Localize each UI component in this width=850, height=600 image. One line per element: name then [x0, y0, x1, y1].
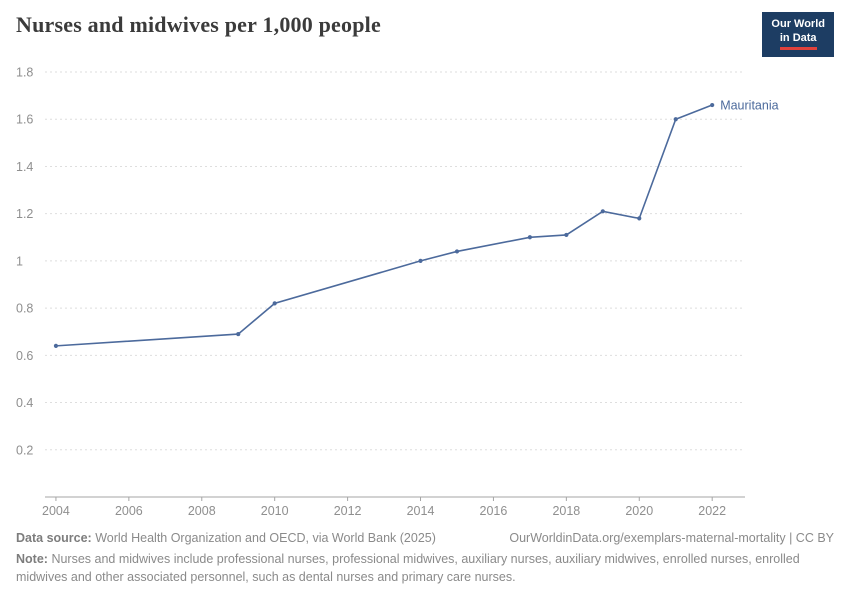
- owid-logo-line2: in Data: [779, 31, 817, 50]
- data-point[interactable]: [454, 249, 460, 254]
- x-tick-label: 2004: [42, 504, 70, 518]
- chart-footer: Data source: World Health Organization a…: [0, 530, 850, 586]
- footer-source-row: Data source: World Health Organization a…: [16, 530, 834, 548]
- x-tick-label: 2012: [334, 504, 362, 518]
- chart-title: Nurses and midwives per 1,000 people: [16, 12, 381, 37]
- owid-logo-line1: Our World: [771, 18, 825, 30]
- data-point[interactable]: [710, 102, 715, 108]
- data-source: Data source: World Health Organization a…: [16, 530, 436, 548]
- y-tick-label: 1: [16, 254, 23, 268]
- y-tick-label: 0.8: [16, 302, 33, 316]
- data-point[interactable]: [53, 343, 59, 348]
- data-point[interactable]: [418, 258, 423, 263]
- data-point[interactable]: [272, 301, 277, 306]
- data-point[interactable]: [600, 209, 605, 214]
- chart-note: Note: Nurses and midwives include profes…: [16, 551, 834, 587]
- chart-header: Nurses and midwives per 1,000 people Our…: [0, 0, 850, 57]
- series-entity-label[interactable]: Mauritania: [720, 99, 778, 113]
- owid-logo[interactable]: Our World in Data: [762, 12, 834, 57]
- y-tick-label: 1.8: [16, 66, 33, 80]
- chart-canvas[interactable]: 0.2 0.4 0.6 0.8 1 1.2 1.4 1.6 1.8 2004 2006 2008 201…: [0, 52, 850, 520]
- note-text: Nurses and midwives include professional…: [16, 551, 800, 584]
- y-tick-label: 1.2: [16, 207, 33, 221]
- data-source-label: Data source:: [16, 531, 92, 545]
- data-point[interactable]: [236, 331, 241, 337]
- footer-link[interactable]: OurWorldinData.org/exemplars-maternal-mo…: [509, 531, 834, 545]
- x-tick-label: 2006: [115, 504, 143, 518]
- x-tick-label: 2016: [480, 504, 508, 518]
- data-point[interactable]: [637, 216, 642, 221]
- y-tick-label: 0.6: [16, 349, 33, 363]
- x-tick-label: 2014: [407, 504, 435, 518]
- x-tick-label: 2008: [188, 504, 216, 518]
- x-tick-label: 2010: [261, 504, 289, 518]
- data-point[interactable]: [673, 117, 678, 122]
- x-tick-label: 2018: [552, 504, 580, 518]
- x-tick-label: 2022: [698, 504, 726, 518]
- note-label: Note:: [16, 551, 48, 566]
- data-point[interactable]: [564, 232, 569, 238]
- data-source-text: World Health Organization and OECD, via …: [95, 531, 436, 545]
- y-tick-label: 1.4: [16, 160, 33, 174]
- data-point[interactable]: [527, 235, 532, 240]
- y-tick-label: 0.4: [16, 396, 33, 410]
- y-tick-label: 0.2: [16, 443, 33, 457]
- x-tick-label: 2020: [625, 504, 653, 518]
- line-chart-svg: 0.2 0.4 0.6 0.8 1 1.2 1.4 1.6 1.8 2004 2006 2008 201…: [16, 66, 779, 519]
- series-line[interactable]: [55, 104, 713, 347]
- y-tick-label: 1.6: [16, 113, 33, 127]
